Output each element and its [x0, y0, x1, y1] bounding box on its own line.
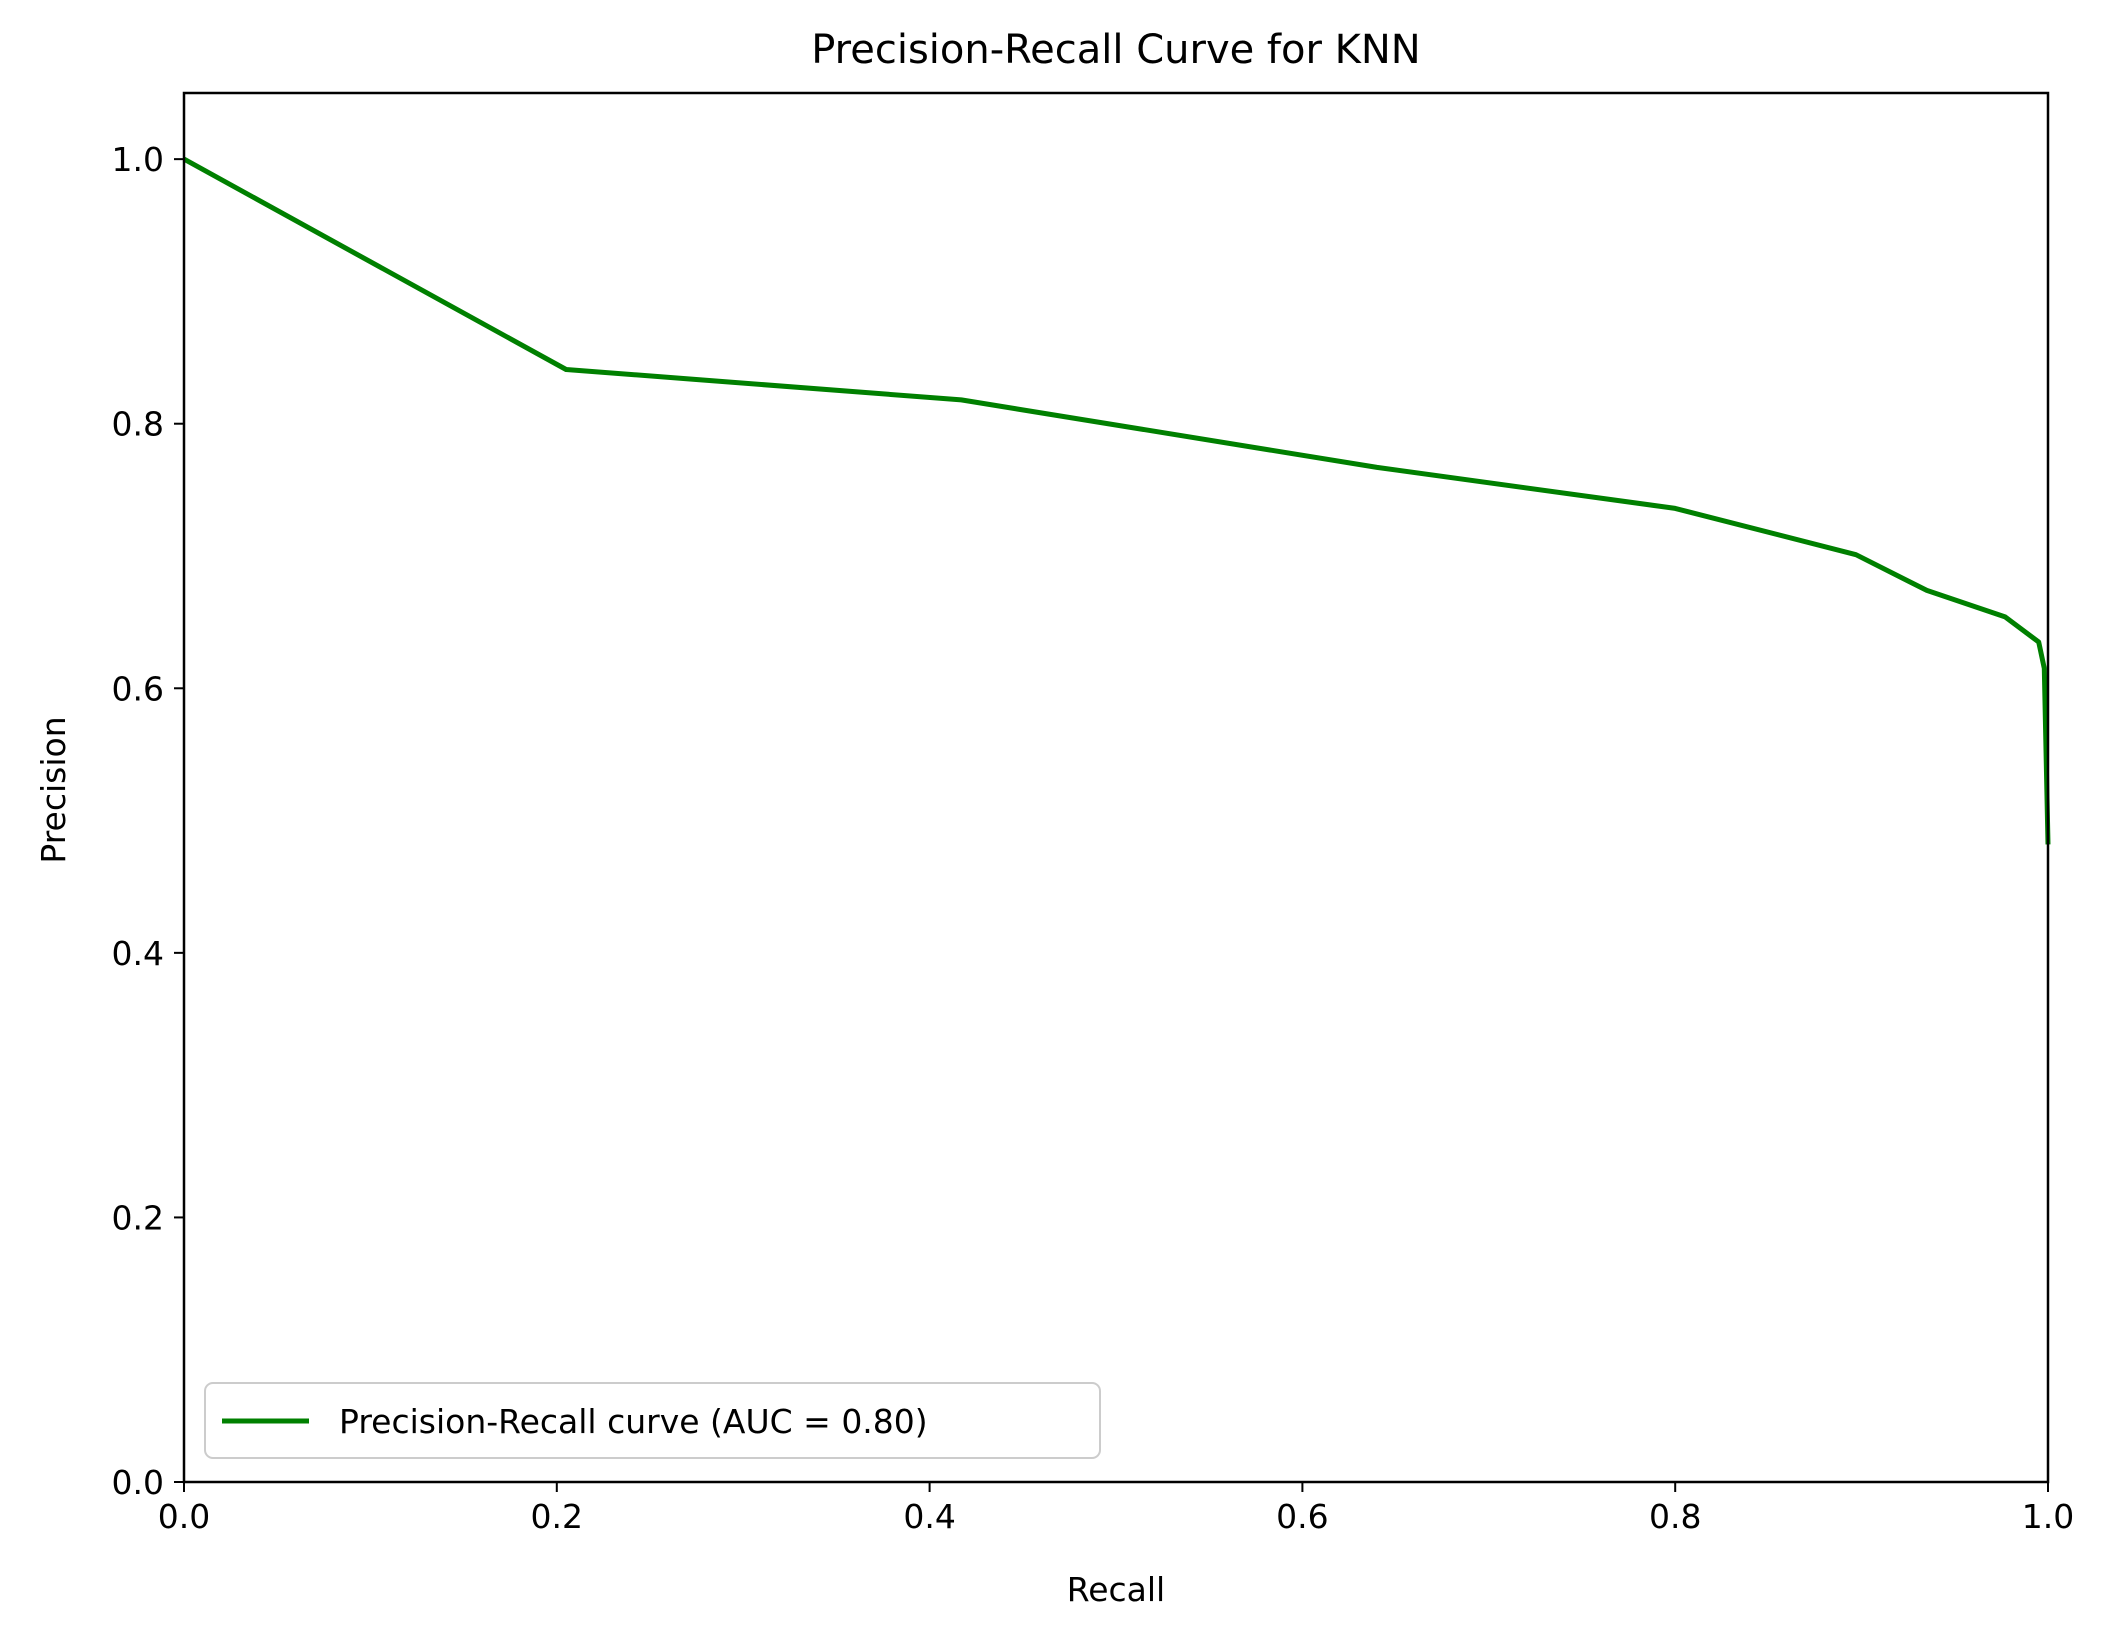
plot-frame	[182, 91, 2050, 1484]
series-line	[182, 156, 2051, 845]
y-tick-label: 0.6	[112, 669, 164, 708]
x-axis-label: Recall	[1067, 1570, 1165, 1609]
y-tick-label: 1.0	[112, 140, 164, 179]
y-tick-label: 0.8	[112, 405, 164, 444]
y-tick-label: 0.0	[112, 1463, 164, 1502]
series-layer	[182, 156, 2051, 845]
legend-box	[204, 1382, 1101, 1459]
legend-label: Precision-Recall curve (AUC = 0.80)	[339, 1402, 928, 1441]
y-tick-label: 0.4	[112, 934, 164, 973]
plot-area	[182, 91, 2051, 1484]
y-axis-ticks: 0.0 0.2 0.4 0.6 0.8 1.0	[112, 140, 184, 1502]
x-tick-label: 0.0	[158, 1497, 210, 1536]
y-axis-label: Precision	[34, 716, 73, 863]
chart-title: Precision-Recall Curve for KNN	[811, 27, 1420, 73]
y-tick-label: 0.2	[112, 1198, 164, 1237]
legend: Precision-Recall curve (AUC = 0.80)	[204, 1382, 1101, 1459]
x-tick-label: 0.2	[531, 1497, 583, 1536]
x-tick-label: 0.4	[903, 1497, 955, 1536]
x-tick-label: 0.6	[1276, 1497, 1328, 1536]
x-axis-ticks: 0.0 0.2 0.4 0.6 0.8 1.0	[158, 1482, 2074, 1536]
x-tick-label: 0.8	[1649, 1497, 1701, 1536]
x-tick-label: 1.0	[2022, 1497, 2074, 1536]
